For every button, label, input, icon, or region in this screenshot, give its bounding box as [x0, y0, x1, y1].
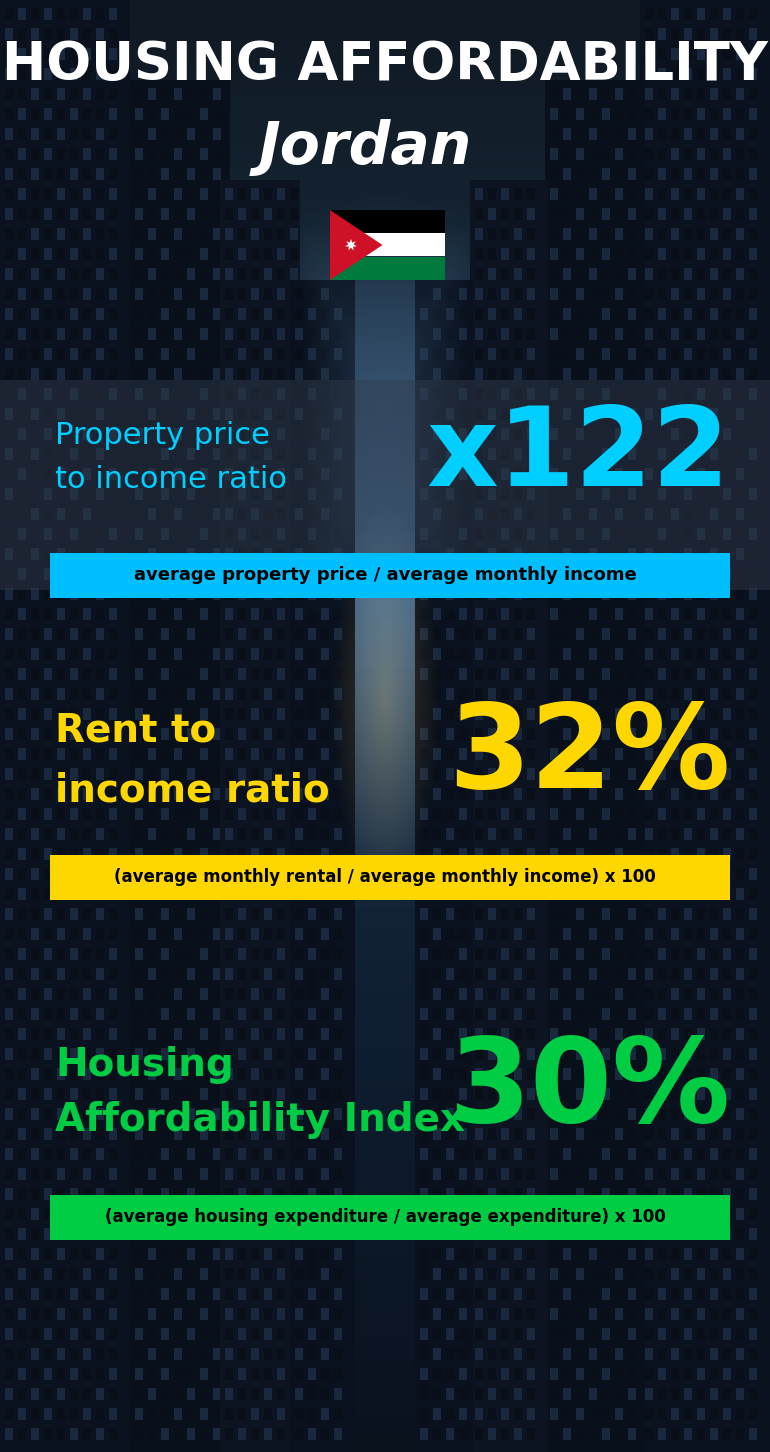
Bar: [330, 211, 445, 232]
Text: 30%: 30%: [448, 1032, 730, 1147]
Bar: [50, 553, 730, 598]
Bar: [330, 257, 445, 280]
Text: Jordan: Jordan: [259, 119, 471, 177]
Text: 32%: 32%: [447, 697, 730, 813]
Text: Property price: Property price: [55, 421, 270, 450]
Text: Affordability Index: Affordability Index: [55, 1101, 465, 1138]
Bar: [50, 855, 730, 900]
Text: to income ratio: to income ratio: [55, 466, 287, 495]
Text: Rent to: Rent to: [55, 711, 216, 749]
Text: HOUSING AFFORDABILITY: HOUSING AFFORDABILITY: [2, 39, 768, 91]
Text: income ratio: income ratio: [55, 771, 330, 809]
Bar: [330, 232, 445, 256]
Text: x122: x122: [427, 402, 730, 508]
Polygon shape: [345, 240, 357, 250]
Text: (average monthly rental / average monthly income) x 100: (average monthly rental / average monthl…: [114, 868, 656, 886]
Text: average property price / average monthly income: average property price / average monthly…: [134, 566, 636, 584]
Text: Housing: Housing: [55, 1045, 234, 1085]
Bar: [50, 1195, 730, 1240]
Text: (average housing expenditure / average expenditure) x 100: (average housing expenditure / average e…: [105, 1208, 665, 1225]
Polygon shape: [330, 211, 383, 280]
